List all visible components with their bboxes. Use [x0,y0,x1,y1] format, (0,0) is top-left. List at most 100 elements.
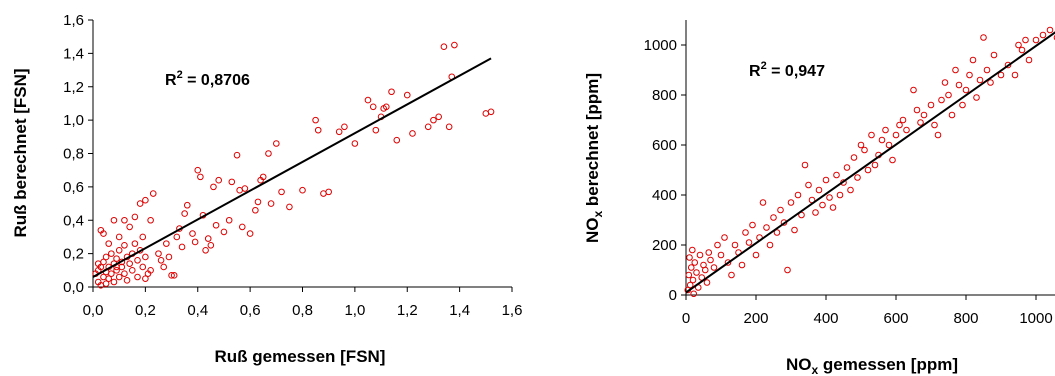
nox-data-point [892,131,900,139]
soot-data-point [121,241,128,249]
nox-y-tick-label: 200 [652,237,677,254]
soot-x-tick-label: 0,2 [135,302,156,319]
soot-data-point [215,176,222,184]
nox-y-tick-label: 800 [652,87,677,104]
nox-x-tick-label: 1000 [1019,310,1052,327]
soot-data-point [369,103,377,111]
soot-data-point [147,267,154,274]
nox-r2-annotation: R2 = 0,947 [749,60,825,80]
nox-data-point [738,261,746,269]
nox-data-point [1004,61,1012,69]
nox-data-point [945,91,952,99]
nox-data-point [728,271,735,279]
nox-y-tick-label: 600 [652,137,677,154]
nox-data-point [934,131,942,139]
soot-data-point [202,246,209,254]
soot-data-point [207,241,215,249]
soot-x-tick-label: 0,0 [83,302,104,319]
soot-data-point [487,108,495,116]
soot-data-point [102,280,110,287]
nox-data-point [1032,36,1040,44]
soot-data-point [113,267,120,274]
soot-data-point [126,223,133,231]
nox-data-point [927,101,935,109]
soot-data-point [278,188,285,196]
nox-data-point [899,116,907,124]
soot-fit-line [92,57,492,278]
soot-data-point [204,235,212,242]
chart-soot: 0,0 0,2 0,4 0,6 0,8 1,0 1,2 1,4 1,6 0,0 0,2 0,4 0,6 0… [11,12,522,366]
soot-data-point [335,128,343,136]
nox-data-point [959,101,966,109]
nox-x-tick-label: 600 [883,310,908,327]
soot-data-point [372,126,380,134]
nox-data-point [871,161,879,169]
nox-data-point [854,174,861,181]
soot-data-point [170,272,178,279]
nox-data-point [976,76,984,84]
soot-data-point [100,230,107,237]
soot-data-point [228,178,236,186]
soot-data-point [142,275,149,282]
nox-x-tick-label: 200 [743,310,768,327]
soot-data-point [108,250,115,257]
nox-data-point [690,290,698,298]
nox-data-point [689,276,697,284]
nox-data-point [787,199,795,206]
soot-data-point [110,278,118,286]
soot-data-point [440,43,448,51]
nox-data-point [868,131,875,139]
nox-data-point [990,51,998,59]
chart-nox: 0 200 400 600 800 1000 0 200 400 600 800 1000 R2 = … [583,20,1055,376]
soot-y-tick-label: 0,8 [63,146,84,163]
nox-data-point [962,86,970,94]
nox-data-point [749,221,756,229]
nox-data-point [794,191,802,199]
soot-y-tick-label: 0,6 [63,179,84,196]
nox-data-point [1025,56,1033,64]
nox-data-point [689,246,696,254]
nox-data-point [903,126,910,134]
nox-data-point [1046,26,1054,34]
nox-data-point [931,121,938,129]
soot-data-point [105,275,113,282]
soot-data-point [131,240,139,247]
soot-data-point [451,41,458,49]
nox-data-point [773,229,781,236]
soot-data-point [383,103,390,111]
soot-data-point [155,250,162,257]
soot-data-point [110,216,118,224]
soot-data-point [191,238,199,246]
nox-data-point [687,264,695,271]
soot-data-point [252,206,259,214]
nox-data-point [938,96,945,104]
soot-data-point [173,233,181,241]
nox-data-point [980,34,987,41]
nox-y-tick-label: 1000 [644,37,677,54]
soot-x-tick-label: 0,6 [240,302,261,319]
nox-data-point [1015,41,1022,49]
nox-x-tick-label: 400 [813,310,838,327]
soot-data-point [424,123,432,131]
soot-data-point [364,96,372,104]
nox-data-point [691,259,699,266]
nox-data-point [759,199,767,206]
nox-data-point [857,141,865,149]
nox-data-point [833,171,840,179]
nox-data-point [812,209,819,216]
soot-data-point [393,136,401,144]
soot-data-point [147,216,154,224]
nox-data-point [791,226,798,234]
soot-y-tick-label: 1,2 [63,79,84,96]
soot-data-point [142,253,149,261]
nox-data-point [731,241,739,249]
soot-r2-annotation: R2 = 0,8706 [165,69,250,89]
soot-data-point [189,230,196,237]
nox-data-point [913,106,921,114]
nox-data-point [766,241,774,249]
soot-data-point [299,186,306,194]
nox-data-point [836,191,844,199]
soot-data-point [128,267,136,274]
soot-data-point [267,200,275,207]
nox-data-point [1011,71,1019,79]
